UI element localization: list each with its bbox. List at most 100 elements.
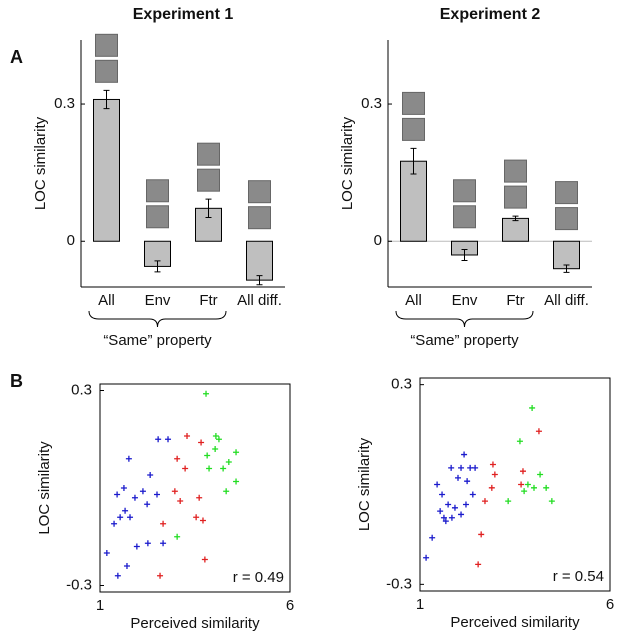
point [518, 481, 525, 488]
y-tick-label: 0.3 [361, 95, 382, 112]
point [198, 439, 205, 446]
point [123, 563, 130, 569]
point [155, 436, 162, 443]
stimulus-thumbnail [146, 179, 169, 203]
point [543, 484, 550, 491]
y-tick-label: 0.3 [54, 95, 75, 112]
error-bar [512, 215, 519, 222]
point [160, 520, 167, 527]
brace [88, 310, 227, 328]
point [524, 481, 531, 488]
point [464, 478, 471, 485]
point [535, 428, 542, 435]
stimulus-thumbnail [504, 185, 527, 209]
y-tick-label: 0 [374, 232, 382, 249]
stimulus-thumbnail [402, 117, 425, 141]
y-tick-label: -0.3 [386, 575, 412, 592]
x-tick-label: 1 [96, 597, 104, 614]
x-tick-label: All [98, 292, 115, 309]
point [469, 491, 476, 498]
stimulus-thumbnail [555, 181, 578, 205]
point [521, 488, 528, 495]
point [212, 433, 219, 439]
point [423, 554, 430, 561]
point [144, 501, 151, 508]
brace [395, 310, 534, 328]
point [114, 491, 121, 498]
point [440, 514, 447, 521]
point [448, 464, 455, 471]
point [174, 455, 181, 462]
point [174, 533, 181, 540]
point [475, 561, 482, 568]
point [519, 468, 526, 475]
bar [93, 98, 120, 242]
x-tick-label: All [405, 292, 422, 309]
point [491, 471, 498, 478]
stimulus-thumbnail [95, 59, 118, 83]
x-tick-label: All diff. [237, 292, 282, 309]
point [505, 498, 512, 505]
plot-frame [419, 377, 611, 592]
x-tick-label: 1 [416, 596, 424, 613]
plot-frame [99, 383, 291, 593]
stimulus-thumbnail [504, 159, 527, 183]
x-tick-label: Ftr [199, 292, 217, 309]
point [516, 438, 523, 445]
point [199, 517, 206, 524]
point [147, 472, 154, 478]
stimulus-thumbnail [95, 33, 118, 57]
point [233, 478, 240, 485]
point [122, 507, 129, 514]
y-axis-label: LOC similarity [36, 441, 53, 535]
point [489, 461, 496, 468]
point [481, 498, 488, 505]
point [201, 556, 208, 563]
point [445, 501, 452, 508]
point [193, 514, 200, 521]
annotation: r = 0.49 [233, 569, 284, 586]
y-tick-label: 0.3 [71, 381, 92, 398]
error-bar [256, 275, 263, 286]
y-tick-label: -0.3 [66, 576, 92, 593]
point [196, 494, 203, 501]
point [204, 452, 211, 459]
error-bar [461, 248, 468, 261]
y-axis-label: LOC similarity [356, 437, 373, 531]
error-bar [563, 264, 570, 273]
panel-label: A [10, 47, 23, 67]
point [455, 474, 461, 481]
point [529, 404, 536, 411]
point [531, 484, 537, 491]
bar [553, 240, 580, 270]
error-bar [410, 147, 417, 175]
point [154, 491, 160, 498]
x-tick-label: All diff. [544, 292, 589, 309]
point [139, 488, 146, 495]
point [165, 436, 172, 443]
point [478, 531, 485, 538]
y-tick-label: 0.3 [391, 376, 412, 393]
x-tick-label: Ftr [506, 292, 524, 309]
stimulus-thumbnail [402, 91, 425, 115]
x-axis-label: Perceived similarity [130, 615, 260, 632]
stimulus-thumbnail [555, 207, 578, 231]
stimulus-thumbnail [248, 180, 271, 204]
stimulus-thumbnail [453, 205, 476, 229]
point [233, 449, 240, 456]
point [206, 465, 213, 472]
y-axis-label: LOC similarity [32, 116, 49, 210]
point [215, 436, 222, 443]
y-tick-label: 0 [67, 232, 75, 249]
error-bar [103, 89, 110, 110]
point [133, 543, 140, 550]
point [160, 540, 167, 547]
bar [246, 240, 273, 281]
point [212, 446, 219, 452]
point [144, 540, 151, 547]
point [103, 550, 110, 556]
point [442, 518, 449, 525]
x-tick-label: Env [145, 292, 171, 309]
point [131, 494, 138, 501]
